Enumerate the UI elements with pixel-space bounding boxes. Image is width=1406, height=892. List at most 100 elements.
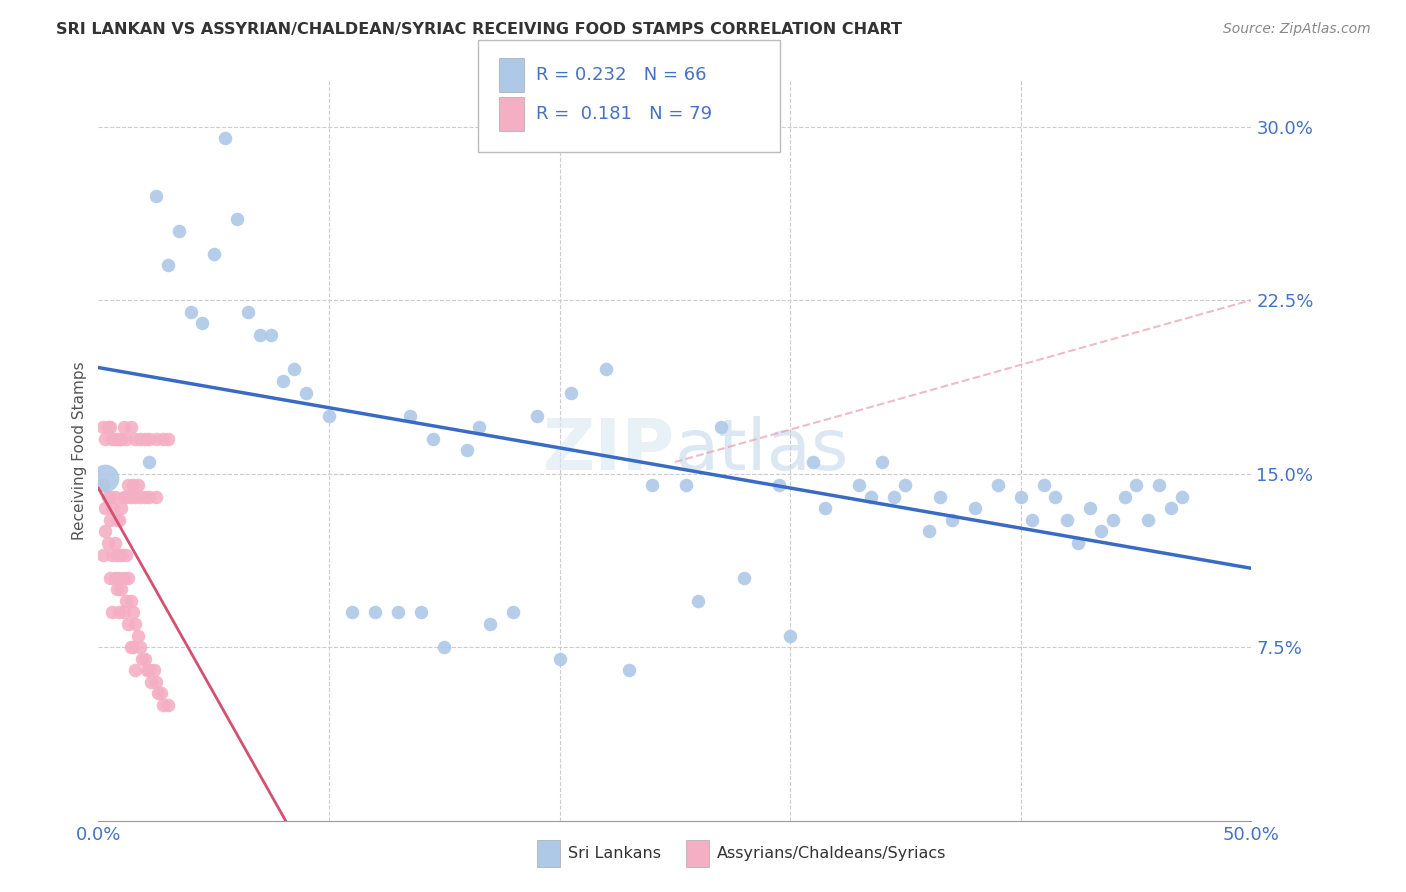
Point <box>145 189 167 203</box>
Point <box>411 606 433 620</box>
Point <box>502 606 524 620</box>
Point <box>1090 524 1112 539</box>
Point <box>101 548 124 562</box>
Point <box>122 606 145 620</box>
Point <box>103 536 125 550</box>
Point <box>103 571 125 585</box>
Point <box>112 490 135 504</box>
Point <box>105 582 128 597</box>
Point <box>127 628 149 642</box>
Point <box>135 663 157 677</box>
Point <box>120 490 142 504</box>
Point <box>848 478 870 492</box>
Point <box>686 594 709 608</box>
Point <box>987 478 1010 492</box>
Text: Sri Lankans: Sri Lankans <box>568 847 661 861</box>
Point <box>917 524 939 539</box>
Text: Source: ZipAtlas.com: Source: ZipAtlas.com <box>1223 22 1371 37</box>
Point <box>115 548 138 562</box>
Point <box>110 501 132 516</box>
Point <box>127 478 149 492</box>
Point <box>94 501 117 516</box>
Point <box>117 478 139 492</box>
Point <box>152 432 174 446</box>
Point <box>859 490 882 504</box>
Point <box>138 490 160 504</box>
Point <box>129 432 152 446</box>
Point <box>340 606 363 620</box>
Point <box>108 432 131 446</box>
Point <box>138 455 160 469</box>
Point <box>148 686 170 700</box>
Point <box>101 432 124 446</box>
Point <box>134 432 156 446</box>
Point <box>91 420 114 434</box>
Point <box>894 478 917 492</box>
Point <box>318 409 340 423</box>
Point <box>1160 501 1182 516</box>
Point <box>103 490 125 504</box>
Point <box>214 131 236 145</box>
Point <box>142 663 165 677</box>
Point <box>1067 536 1090 550</box>
Point <box>156 432 179 446</box>
Point <box>124 432 146 446</box>
Point <box>94 524 117 539</box>
Point <box>156 698 179 712</box>
Point <box>548 651 571 665</box>
Text: R = 0.232   N = 66: R = 0.232 N = 66 <box>536 66 706 84</box>
Point <box>120 420 142 434</box>
Point <box>941 513 963 527</box>
Point <box>479 617 502 632</box>
Text: atlas: atlas <box>675 416 849 485</box>
Point <box>249 327 271 342</box>
Point <box>156 259 179 273</box>
Point <box>617 663 640 677</box>
Point <box>883 490 905 504</box>
Point <box>1021 513 1043 527</box>
Point <box>124 663 146 677</box>
Point <box>138 432 160 446</box>
Point <box>117 617 139 632</box>
Point <box>108 571 131 585</box>
Point <box>101 501 124 516</box>
Point <box>145 490 167 504</box>
Point <box>115 490 138 504</box>
Point <box>238 304 260 318</box>
Point <box>1056 513 1078 527</box>
Point <box>97 420 120 434</box>
Point <box>929 490 952 504</box>
Point <box>98 513 121 527</box>
Point <box>110 582 132 597</box>
Point <box>120 640 142 654</box>
Point <box>145 432 167 446</box>
Point <box>271 374 294 388</box>
Point <box>124 490 146 504</box>
Point <box>122 478 145 492</box>
Point <box>1136 513 1159 527</box>
Point <box>97 490 120 504</box>
Point <box>526 409 548 423</box>
Point <box>105 513 128 527</box>
Point <box>433 640 456 654</box>
Point <box>801 455 824 469</box>
Point <box>94 432 117 446</box>
Y-axis label: Receiving Food Stamps: Receiving Food Stamps <box>72 361 87 540</box>
Point <box>1032 478 1054 492</box>
Point <box>101 606 124 620</box>
Point <box>124 617 146 632</box>
Point <box>112 420 135 434</box>
Point <box>1125 478 1147 492</box>
Point <box>91 548 114 562</box>
Point <box>145 674 167 689</box>
Point <box>98 420 121 434</box>
Point <box>112 571 135 585</box>
Point <box>1010 490 1032 504</box>
Text: SRI LANKAN VS ASSYRIAN/CHALDEAN/SYRIAC RECEIVING FOOD STAMPS CORRELATION CHART: SRI LANKAN VS ASSYRIAN/CHALDEAN/SYRIAC R… <box>56 22 903 37</box>
Point <box>675 478 697 492</box>
Point <box>91 478 114 492</box>
Point <box>98 490 121 504</box>
Point <box>1147 478 1170 492</box>
Point <box>779 628 801 642</box>
Point <box>364 606 387 620</box>
